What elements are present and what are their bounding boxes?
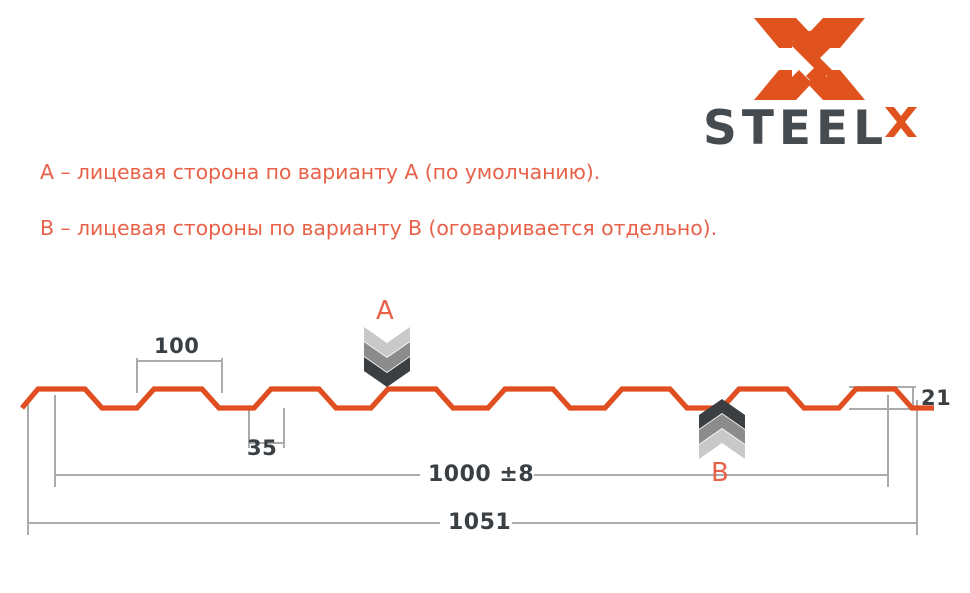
- steelx-x-logo-icon: [752, 16, 867, 102]
- marker-label-a: A: [376, 296, 394, 326]
- dimension-label-rib-pitch: 100: [154, 334, 200, 358]
- brand-name-text: STEEL: [703, 101, 889, 156]
- dimension-label-working-width: 1000 ±8: [428, 462, 535, 487]
- dimension-label-overall-width: 1051: [448, 510, 512, 535]
- corrugated-profile-path: [20, 386, 934, 411]
- note-variant-b: B – лицевая стороны по варианту B (огова…: [40, 216, 717, 240]
- brand-superscript-x-icon: [884, 104, 918, 138]
- side-a-chevrons-down-icon: [364, 327, 410, 387]
- side-b-chevrons-up-icon: [699, 399, 745, 459]
- dimension-label-valley-width: 35: [247, 436, 278, 460]
- note-variant-a: A – лицевая сторона по варианту А (по ум…: [40, 160, 601, 184]
- brand-wordmark: STEEL: [700, 101, 940, 156]
- brand-logo: STEEL: [700, 14, 940, 156]
- dimension-label-profile-height: 21: [921, 386, 952, 410]
- marker-label-b: B: [711, 458, 729, 488]
